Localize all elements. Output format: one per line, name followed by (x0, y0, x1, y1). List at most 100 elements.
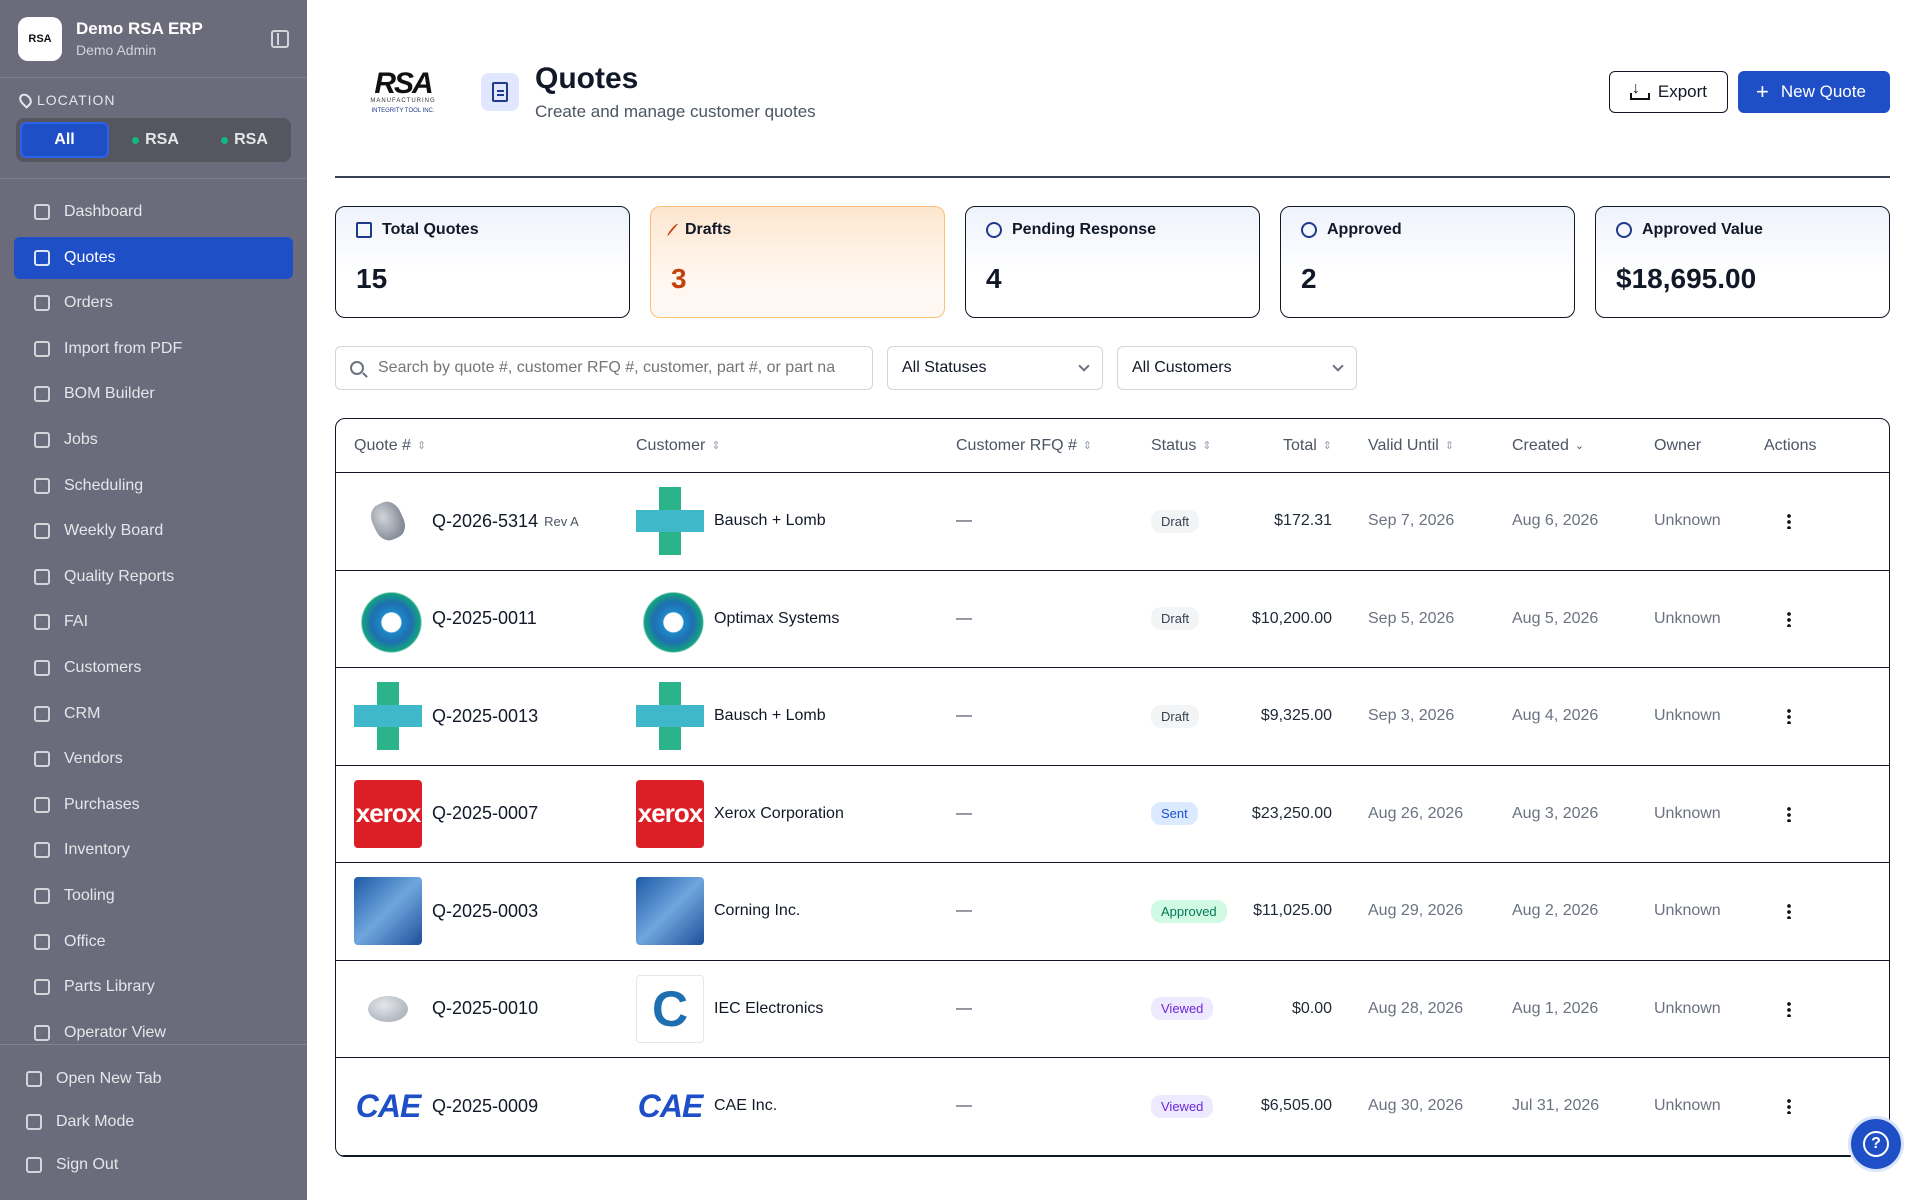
sidebar-item-label: Tooling (64, 886, 115, 904)
footer-item-open-new-tab[interactable]: Open New Tab (14, 1057, 293, 1100)
customer-filter-select[interactable]: All Customers (1117, 346, 1357, 390)
owner-cell: Unknown (1654, 999, 1721, 1017)
location-rsa-button[interactable]: RSA (113, 122, 198, 158)
sidebar-item-import-from-pdf[interactable]: Import from PDF (14, 328, 293, 370)
sidebar-item-inventory[interactable]: Inventory (14, 829, 293, 871)
table-row[interactable]: xerox Q-2025-0007 xerox Xerox Corporation … (336, 766, 1889, 863)
customer-name[interactable]: Bausch + Lomb (714, 512, 826, 530)
app-name: Demo RSA ERP (76, 19, 203, 38)
table-row[interactable]: Q-2025-0011 Optimax Systems — Draft $10,… (336, 571, 1889, 668)
sort-desc-icon: ⌄ (1574, 440, 1585, 452)
customer-name[interactable]: CAE Inc. (714, 1097, 778, 1115)
search-icon (350, 361, 364, 375)
search-input[interactable] (378, 359, 858, 377)
customer-name[interactable]: IEC Electronics (714, 999, 824, 1017)
status-filter-select[interactable]: All Statuses (887, 346, 1103, 390)
sidebar-item-quotes[interactable]: Quotes (14, 236, 293, 279)
location-rsa-2-button[interactable]: RSA (202, 122, 287, 158)
table-row[interactable]: Q-2025-0010 C IEC Electronics — Viewed $0… (336, 961, 1889, 1058)
table-row[interactable]: Q-2025-0013 Bausch + Lomb — Draft $9,325… (336, 668, 1889, 766)
quote-number[interactable]: Q-2025-0011 (432, 608, 537, 629)
stat-card-pending-response[interactable]: Pending Response 4 (965, 206, 1260, 318)
column-header-customer-rfq[interactable]: Customer RFQ # ⇕ (956, 436, 1093, 454)
sidebar-item-bom-builder[interactable]: BOM Builder (14, 373, 293, 415)
quote-number[interactable]: Q-2025-0003 (432, 900, 539, 921)
column-header-total[interactable]: Total ⇕ (1282, 436, 1332, 454)
sidebar-item-dashboard[interactable]: Dashboard (14, 191, 293, 233)
company-logo: RSA MANUFACTURING INTEGRITY TOOL INC. (370, 67, 436, 115)
location-all-button[interactable]: All (20, 122, 109, 158)
layers-icon (34, 386, 50, 403)
column-header-customer[interactable]: Customer ⇕ (636, 436, 721, 454)
clipboard-list-icon (34, 614, 50, 631)
quote-number[interactable]: Q-2025-0007 (432, 803, 539, 824)
table-row[interactable]: CAE Q-2025-0009 CAE CAE Inc. — Viewed $6,5… (336, 1058, 1889, 1156)
status-cell: Draft (1133, 509, 1245, 533)
rfq-cell: — (956, 512, 972, 530)
sidebar-item-vendors[interactable]: Vendors (14, 738, 293, 780)
footer-item-dark-mode[interactable]: Dark Mode (14, 1100, 293, 1143)
more-vertical-icon[interactable] (1787, 708, 1791, 725)
sidebar-item-label: CRM (64, 704, 101, 722)
sidebar-item-crm[interactable]: CRM (14, 693, 293, 735)
more-vertical-icon[interactable] (1787, 1000, 1791, 1017)
stat-label: Drafts (685, 221, 732, 238)
quote-number[interactable]: Q-2025-0013 (432, 705, 539, 726)
quote-number[interactable]: Q-2025-0010 (432, 998, 539, 1019)
quote-cell: Q-2025-0013 (336, 682, 618, 751)
new-quote-button[interactable]: + New Quote (1738, 71, 1890, 113)
sidebar-item-fai[interactable]: FAI (14, 601, 293, 643)
location-switcher: LOCATION All RSA RSA (0, 78, 307, 179)
created-cell: Aug 2, 2026 (1512, 902, 1599, 920)
customer-cell: CAE CAE Inc. (618, 1072, 938, 1140)
stat-card-drafts[interactable]: Drafts 3 (650, 206, 945, 318)
sidebar-item-orders[interactable]: Orders (14, 282, 293, 324)
sidebar-item-label: Dashboard (64, 203, 143, 220)
sidebar-item-office[interactable]: Office (14, 921, 293, 963)
customer-name[interactable]: Optimax Systems (714, 609, 840, 627)
customer-name[interactable]: Bausch + Lomb (714, 707, 826, 725)
stat-card-approved[interactable]: Approved 2 (1280, 206, 1575, 318)
stat-value: 3 (671, 263, 687, 294)
help-button[interactable]: ? (1848, 1116, 1904, 1172)
sidebar-nav: Dashboard Quotes Orders Import from PDF BOM … (0, 179, 307, 1044)
stat-card-approved-value[interactable]: Approved Value $18,695.00 (1595, 206, 1890, 318)
sidebar-item-jobs[interactable]: Jobs (14, 419, 293, 461)
more-vertical-icon[interactable] (1787, 805, 1791, 822)
stat-label: Total Quotes (382, 221, 479, 238)
sidebar-item-weekly-board[interactable]: Weekly Board (14, 510, 293, 552)
sidebar-item-operator-view[interactable]: Operator View (14, 1012, 293, 1044)
status-badge: Draft (1151, 509, 1200, 533)
more-vertical-icon[interactable] (1787, 903, 1791, 920)
column-header-created[interactable]: Created ⌄ (1512, 436, 1585, 454)
column-header-quote[interactable]: Quote # ⇕ (354, 436, 427, 454)
footer-item-sign-out[interactable]: Sign Out (14, 1143, 293, 1186)
actions-cell (1746, 805, 1832, 822)
customer-name[interactable]: Corning Inc. (714, 902, 801, 920)
table-row[interactable]: Q-2025-0003 Corning Inc. — Approved $11,… (336, 863, 1889, 961)
valid-until-cell: Sep 3, 2026 (1368, 707, 1455, 725)
sidebar-item-scheduling[interactable]: Scheduling (14, 465, 293, 507)
sidebar-item-parts-library[interactable]: Parts Library (14, 966, 293, 1008)
sidebar-item-customers[interactable]: Customers (14, 647, 293, 689)
sidebar-item-quality-reports[interactable]: Quality Reports (14, 556, 293, 598)
hard-hat-icon (34, 1024, 50, 1041)
stat-card-total-quotes[interactable]: Total Quotes 15 (335, 206, 630, 318)
quote-number[interactable]: Q-2025-0009 (432, 1095, 539, 1116)
column-header-status[interactable]: Status ⇕ (1151, 436, 1212, 454)
column-header-valid-until[interactable]: Valid Until ⇕ (1368, 436, 1455, 454)
more-vertical-icon[interactable] (1787, 610, 1791, 627)
collapse-sidebar-icon[interactable] (271, 29, 289, 48)
actions-cell (1746, 610, 1832, 627)
created-cell: Aug 3, 2026 (1512, 804, 1599, 822)
table-row[interactable]: Q-2026-5314 Rev A Bausch + Lomb — Draft $… (336, 473, 1889, 571)
rfq-cell: — (956, 609, 972, 627)
customer-name[interactable]: Xerox Corporation (714, 804, 844, 822)
quote-number[interactable]: Q-2026-5314 (432, 510, 539, 531)
customer-cell: Corning Inc. (618, 877, 938, 946)
export-button[interactable]: Export (1608, 71, 1728, 113)
sidebar-item-purchases[interactable]: Purchases (14, 784, 293, 826)
sidebar-item-tooling[interactable]: Tooling (14, 875, 293, 917)
more-vertical-icon[interactable] (1787, 513, 1791, 530)
more-vertical-icon[interactable] (1787, 1098, 1791, 1115)
